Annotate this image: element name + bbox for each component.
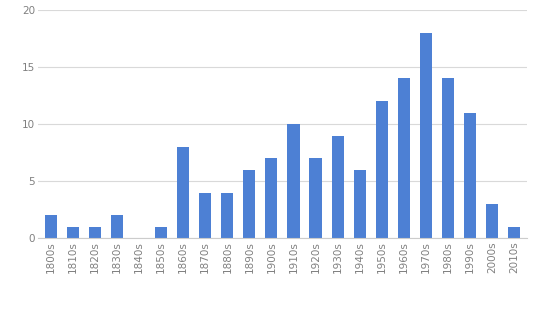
Bar xyxy=(376,101,388,238)
Bar xyxy=(353,170,366,238)
Bar xyxy=(265,159,278,238)
Bar xyxy=(45,215,57,238)
Bar xyxy=(508,227,520,238)
Bar xyxy=(67,227,79,238)
Bar xyxy=(442,78,454,238)
Bar xyxy=(331,136,344,238)
Bar xyxy=(243,170,256,238)
Bar xyxy=(464,113,476,238)
Bar xyxy=(420,33,432,238)
Bar xyxy=(309,159,322,238)
Bar xyxy=(111,215,123,238)
Bar xyxy=(398,78,410,238)
Bar xyxy=(155,227,167,238)
Bar xyxy=(486,204,498,238)
Bar xyxy=(177,147,189,238)
Bar xyxy=(287,124,300,238)
Bar xyxy=(221,193,233,238)
Bar xyxy=(199,193,211,238)
Bar xyxy=(89,227,101,238)
